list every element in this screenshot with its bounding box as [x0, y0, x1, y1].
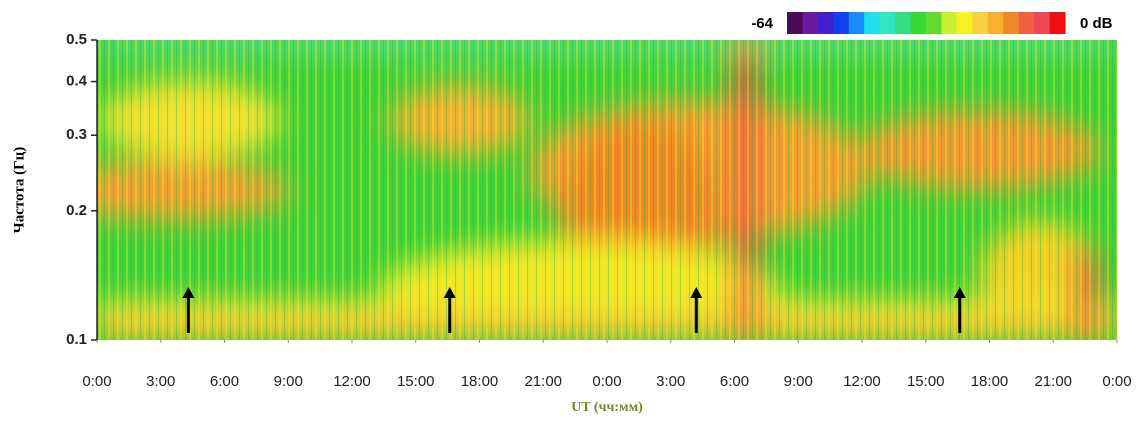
colorbar-swatch: [956, 12, 973, 34]
colorbar-min-label: -64: [751, 15, 773, 32]
x-tick-label: 18:00: [461, 373, 499, 390]
arrow-head: [182, 287, 195, 298]
x-tick-label: 6:00: [720, 373, 749, 390]
colorbar-swatch: [972, 12, 989, 34]
x-tick-label: 3:00: [656, 373, 685, 390]
colorbar-swatch: [1049, 12, 1066, 34]
colorbar-swatch: [879, 12, 896, 34]
y-tick-label: 0.4: [66, 73, 88, 90]
colorbar-swatch: [926, 12, 942, 34]
x-tick-label: 0:00: [1102, 373, 1131, 390]
colorbar-swatch: [987, 12, 1004, 34]
y-tick-label: 0.3: [66, 126, 87, 143]
x-tick-label: 15:00: [397, 373, 435, 390]
colorbar-swatch: [1034, 12, 1051, 34]
colorbar-max-label: 0 dB: [1080, 15, 1113, 32]
colorbar-swatch: [1003, 12, 1020, 34]
x-tick-label: 6:00: [210, 373, 239, 390]
colorbar-swatch: [1018, 12, 1035, 34]
colorbar-swatch: [802, 12, 819, 34]
colorbar-swatch: [864, 12, 881, 34]
arrow-head: [953, 287, 966, 298]
colorbar-swatch: [941, 12, 958, 34]
x-tick-label: 21:00: [1034, 373, 1072, 390]
arrow: [953, 287, 966, 333]
y-tick-label: 0.5: [66, 31, 87, 48]
x-tick-label: 12:00: [333, 373, 371, 390]
arrow-head: [443, 287, 456, 298]
y-tick-label: 0.2: [66, 202, 87, 219]
x-axis-label: UT (чч:мм): [571, 400, 643, 415]
x-tick-label: 0:00: [82, 373, 111, 390]
y-axis-label: Частота (Гц): [11, 147, 27, 234]
arrow: [690, 287, 703, 333]
arrow: [443, 287, 456, 333]
arrow-head: [690, 287, 703, 298]
arrow: [182, 287, 195, 333]
colorbar-swatch: [895, 12, 912, 34]
x-tick-label: 21:00: [524, 373, 562, 390]
colorbar-swatch: [787, 12, 803, 34]
x-tick-label: 12:00: [843, 373, 881, 390]
colorbar-swatch: [817, 12, 834, 34]
colorbar-swatch: [833, 12, 850, 34]
y-tick-label: 0.1: [66, 331, 87, 348]
x-tick-label: 18:00: [971, 373, 1009, 390]
x-tick-label: 9:00: [784, 373, 813, 390]
colorbar-swatch: [910, 12, 927, 34]
x-tick-label: 3:00: [146, 373, 175, 390]
colorbar-swatch: [848, 12, 865, 34]
x-tick-label: 0:00: [592, 373, 621, 390]
spectrogram: [97, 40, 1117, 340]
x-tick-label: 9:00: [274, 373, 303, 390]
x-tick-label: 15:00: [907, 373, 945, 390]
